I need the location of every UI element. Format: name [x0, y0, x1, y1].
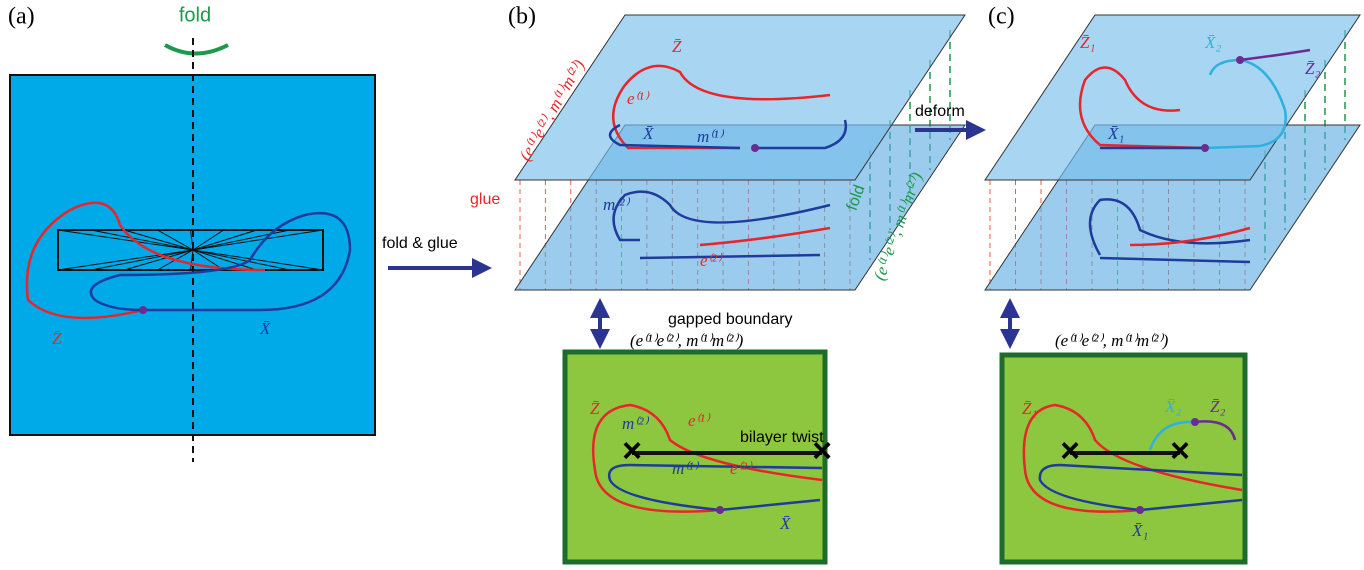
defect-mark: ×	[622, 432, 642, 470]
gapped-label: gapped boundary	[668, 311, 793, 328]
page: (a) fold Z̄ X̄ fold & glue (b) Z̄ e⁽¹⁾ (…	[0, 0, 1364, 570]
x-label: X̄₁	[1107, 124, 1124, 143]
e-label: e⁽¹⁾	[688, 411, 711, 430]
m-label: m⁽¹⁾	[672, 459, 700, 478]
arrow-label: deform	[915, 103, 965, 120]
z-label: Z̄	[590, 399, 600, 418]
z-label: Z̄₂	[1305, 59, 1320, 78]
e-label: e⁽¹⁾	[627, 89, 650, 108]
x-label: X̄	[259, 319, 271, 338]
fold-arrow	[165, 45, 228, 54]
x-label: X̄₂	[1164, 397, 1181, 416]
z-label: Z̄	[672, 37, 682, 56]
twist-label: bilayer twist	[740, 429, 824, 446]
junction	[751, 144, 759, 152]
boundary-label: (e⁽¹⁾e⁽²⁾, m⁽¹⁾m⁽²⁾)	[630, 331, 744, 350]
e-label: e⁽²⁾	[700, 251, 723, 270]
junction	[139, 306, 147, 314]
junction	[1191, 418, 1199, 426]
z-label: Z̄₁	[1022, 399, 1037, 418]
z-label: Z̄	[52, 329, 62, 348]
z-label: Z̄₁	[1080, 33, 1095, 52]
x-label: X̄	[642, 124, 654, 143]
figure: (a) fold Z̄ X̄ fold & glue (b) Z̄ e⁽¹⁾ (…	[0, 0, 1364, 570]
x-label: X̄₂	[1204, 33, 1221, 52]
m-label: m⁽¹⁾	[697, 127, 725, 146]
junction	[1236, 56, 1244, 64]
boundary-label: (e⁽¹⁾e⁽²⁾, m⁽¹⁾m⁽²⁾)	[1055, 331, 1169, 350]
defect-mark: ×	[1170, 432, 1190, 470]
panel-label: (b)	[508, 4, 536, 30]
x-label: X̄₁	[1131, 521, 1148, 540]
fold-label: fold	[179, 4, 211, 26]
m-label: m⁽²⁾	[603, 195, 631, 214]
junction	[1136, 506, 1144, 514]
junction	[716, 506, 724, 514]
e-label: e⁽²⁾	[730, 459, 753, 478]
x-label: X̄	[779, 514, 791, 533]
defect-mark: ×	[1060, 432, 1080, 470]
m-label: m⁽²⁾	[622, 414, 650, 433]
arrow-label: fold & glue	[382, 235, 458, 252]
panel-label: (c)	[988, 4, 1015, 30]
glue-label: glue	[470, 191, 500, 208]
junction	[1201, 144, 1209, 152]
z-label: Z̄₂	[1210, 397, 1225, 416]
panel-label: (a)	[8, 4, 35, 30]
